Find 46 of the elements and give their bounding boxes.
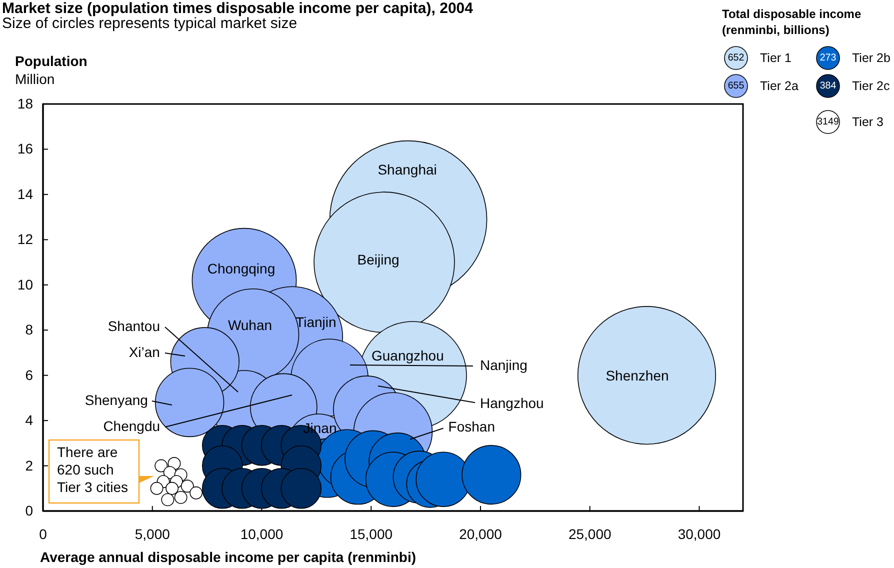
data-label: Shenyang: [84, 392, 148, 408]
y-tick-label: 6: [25, 366, 34, 383]
legend-label: Tier 1: [760, 51, 792, 65]
text: 384: [820, 80, 837, 92]
x-axis-title: Average annual disposable income per capita (renminbi): [40, 549, 416, 565]
data-label: Chengdu: [103, 418, 160, 434]
text: 655: [728, 80, 745, 92]
x-tick-label: 25,000: [568, 526, 612, 542]
annotation: There are 620 such Tier 3 cities: [57, 444, 128, 495]
y-tick-label: 18: [17, 95, 34, 112]
data-label: Guangzhou: [371, 347, 444, 364]
y-tick-label: 12: [17, 231, 34, 248]
text: 652: [728, 52, 744, 64]
x-tick-label: 5,000: [134, 526, 170, 542]
y-tick-label: 2: [25, 457, 34, 474]
x-tick-label: 15,000: [350, 526, 393, 542]
data-label: Shenzhen: [606, 367, 669, 384]
x-tick-label: 20,000: [459, 526, 502, 542]
data-label: Hangzhou: [480, 394, 544, 411]
legend-title: Total disposable income (renminbi, billions): [722, 7, 862, 37]
data-label: Beijing: [357, 251, 400, 268]
text: 273: [820, 52, 837, 64]
y-tick-label: 10: [17, 276, 34, 292]
data-label: Shantou: [108, 318, 160, 334]
y-tick-label: 14: [17, 186, 34, 202]
legend-label: Tier 2b: [852, 51, 890, 65]
x-tick-label: 10,000: [240, 526, 284, 542]
legend-label: Tier 2c: [852, 79, 890, 93]
y-axis-title: Population Million: [15, 53, 88, 87]
chart-subtitle: Size of circles represents typical market size: [2, 15, 298, 32]
data-label: Chongqing: [207, 260, 276, 276]
legend-label: Tier 3: [852, 115, 884, 129]
text: 3149: [817, 116, 839, 128]
x-tick-label: 30,000: [678, 526, 721, 542]
data-label: Wuhan: [228, 317, 272, 334]
data-label: Xi’an: [128, 344, 160, 360]
y-tick-label: 4: [25, 412, 34, 428]
data-label: Nanjing: [480, 356, 528, 373]
data-label: Shanghai: [378, 161, 437, 178]
chart-title: Market size (population times disposable income per capita), 2004: [2, 0, 474, 17]
x-tick-label: 0: [39, 526, 48, 542]
legend-label: Tier 2a: [760, 79, 798, 93]
data-label: Foshan: [448, 418, 496, 435]
y-tick-label: 16: [17, 140, 34, 157]
y-tick-label: 0: [25, 502, 34, 518]
y-tick-label: 8: [25, 322, 34, 338]
